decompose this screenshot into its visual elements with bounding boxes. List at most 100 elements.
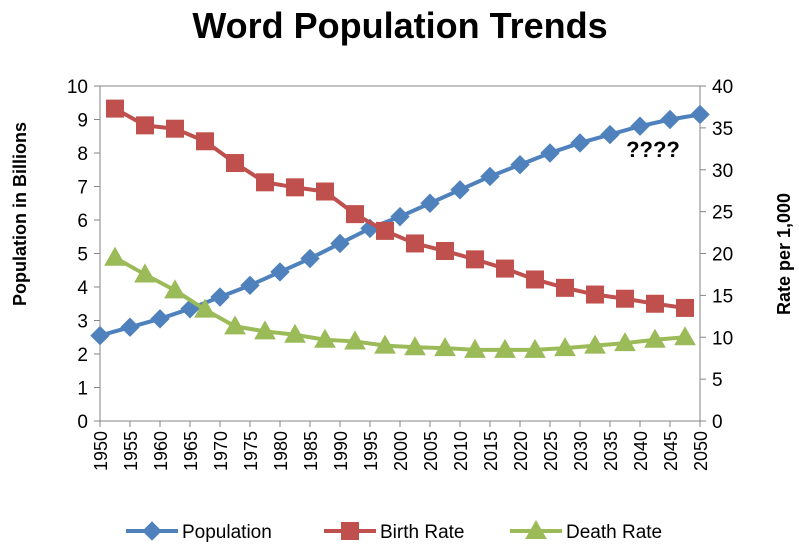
data-point-birth-rate [256,173,274,192]
data-point-birth-rate [106,99,124,118]
data-point-birth-rate [406,234,424,253]
data-point-birth-rate [316,182,334,201]
x-tick-label: 2015 [481,431,501,471]
y-left-tick-label: 3 [77,312,88,333]
y-right-tick-label: 35 [712,119,733,140]
data-point-death-rate [404,336,426,356]
y-axis-right-label: Rate per 1,000 [774,193,794,315]
data-point-population [120,317,140,337]
x-tick-label: 1950 [91,431,111,471]
data-point-death-rate [104,246,126,266]
x-tick-label: 1970 [211,431,231,471]
data-point-birth-rate [586,285,604,304]
data-point-population [240,275,260,296]
y-right-tick-label: 40 [712,77,733,98]
data-point-death-rate [134,263,156,283]
y-left-tick-label: 2 [77,345,88,366]
data-point-population [270,262,290,282]
data-point-death-rate [194,298,216,318]
legend-label: Death Rate [566,522,662,543]
data-point-population [540,143,560,163]
data-point-death-rate [254,320,276,340]
x-tick-label: 1955 [121,431,141,471]
data-point-population [90,325,110,346]
legend-item-population: Population [126,521,272,543]
data-point-death-rate [464,338,486,358]
y-right-tick-label: 15 [712,286,733,307]
data-point-population [600,124,620,145]
data-point-birth-rate [556,278,574,297]
data-point-population [690,104,710,125]
x-tick-label: 1960 [151,431,171,471]
y-right-tick-label: 30 [712,161,733,182]
data-point-population [150,309,170,329]
x-tick-label: 2030 [571,431,591,471]
data-point-population [570,133,590,153]
data-point-birth-rate [616,289,634,308]
data-point-birth-rate [136,116,154,135]
data-point-population [300,248,320,269]
x-tick-label: 2045 [661,431,681,471]
data-point-death-rate [374,334,396,354]
data-point-population [210,287,230,307]
data-point-birth-rate [436,241,454,260]
x-tick-label: 2040 [631,431,651,471]
legend-label: Population [182,522,272,543]
data-point-birth-rate [676,298,694,317]
series-layer [90,99,710,358]
x-tick-label: 2000 [391,431,411,471]
y-right-tick-label: 10 [712,328,733,349]
data-point-population [390,206,410,227]
data-point-death-rate [554,337,576,357]
series-birth-rate [106,99,694,317]
chart-annotation: ???? [626,137,680,162]
data-point-birth-rate [466,250,484,269]
data-point-population [660,109,680,130]
x-tick-label: 2050 [691,431,711,471]
data-point-birth-rate [646,294,664,313]
x-tick-label: 2035 [601,431,621,471]
data-point-birth-rate [226,154,244,173]
y-left-tick-label: 8 [77,144,88,165]
x-tick-label: 1975 [241,431,261,471]
y-right-tick-label: 0 [712,412,723,433]
x-tick-label: 1990 [331,431,351,471]
y-left-tick-label: 6 [77,211,88,232]
y-left-tick-label: 0 [77,412,88,433]
data-point-legend [142,521,162,541]
legend-item-death-rate: Death Rate [510,519,662,543]
data-point-population [420,193,440,213]
data-point-population [450,180,470,200]
x-tick-label: 2020 [511,431,531,471]
data-point-birth-rate [526,270,544,289]
series-population [90,104,710,346]
data-point-death-rate [284,323,306,343]
legend: Population Birth Rate Death Rate [126,519,662,543]
data-point-birth-rate [196,132,214,151]
data-point-population [630,116,650,136]
y-left-tick-label: 7 [77,178,88,199]
data-point-death-rate [524,338,546,358]
data-point-birth-rate [166,119,184,138]
series-death-rate [104,246,696,358]
y-axis-left-label: Population in Billions [10,122,30,306]
x-tick-label: 2025 [541,431,561,471]
data-point-death-rate [584,334,606,354]
y-left-tick-label: 1 [77,379,88,400]
data-point-population [510,155,530,175]
x-tick-label: 1995 [361,431,381,471]
y-left-tick-label: 5 [77,245,88,266]
data-point-death-rate [314,328,336,348]
data-point-legend [341,522,359,540]
y-left-tick-label: 10 [67,77,88,98]
data-point-population [330,233,350,254]
x-tick-label: 2005 [421,431,441,471]
x-tick-label: 1980 [271,431,291,471]
y-left-tick-label: 9 [77,111,88,132]
y-right-tick-label: 5 [712,370,723,391]
data-point-death-rate [614,332,636,352]
data-point-birth-rate [346,205,364,224]
data-point-birth-rate [376,221,394,240]
